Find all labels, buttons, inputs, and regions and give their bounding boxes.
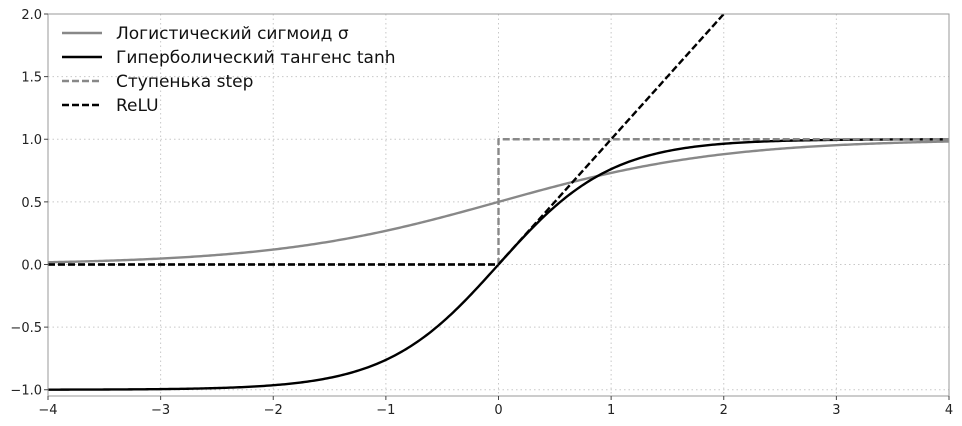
y-tick-label: 2.0: [21, 8, 42, 23]
x-tick-label: −1: [376, 403, 395, 418]
y-tick-label: 1.5: [21, 71, 42, 86]
y-tick-label: −1.0: [10, 384, 42, 399]
y-tick-label: 0.0: [21, 258, 42, 273]
series-line-relu: [48, 14, 726, 266]
legend-label-sigmoid: Логистический сигмоид σ: [116, 24, 349, 44]
x-tick-label: 3: [832, 403, 840, 418]
y-tick-label: −0.5: [10, 321, 42, 336]
y-tick-label: 0.5: [21, 196, 42, 211]
x-tick-label: 4: [945, 403, 953, 418]
y-tick-label: 1.0: [21, 133, 42, 148]
x-tick-label: 2: [720, 403, 728, 418]
series-layer: [48, 14, 949, 391]
x-tick-label: 0: [494, 403, 502, 418]
tick-labels: −4 −3 −2 −1 0 1 2 3 4 −1.0 −0.5 0.0 0.5 1.0 1.5 2.0: [10, 8, 953, 418]
legend-label-tanh: Гиперболический тангенс tanh: [116, 48, 396, 68]
legend: Логистический сигмоид σ Гиперболический т…: [62, 24, 396, 116]
x-tick-label: −3: [151, 403, 170, 418]
x-tick-label: −2: [264, 403, 283, 418]
x-tick-label: 1: [607, 403, 615, 418]
legend-label-step: Ступенька step: [116, 72, 253, 92]
legend-label-relu: ReLU: [116, 96, 159, 116]
x-tick-label: −4: [38, 403, 57, 418]
